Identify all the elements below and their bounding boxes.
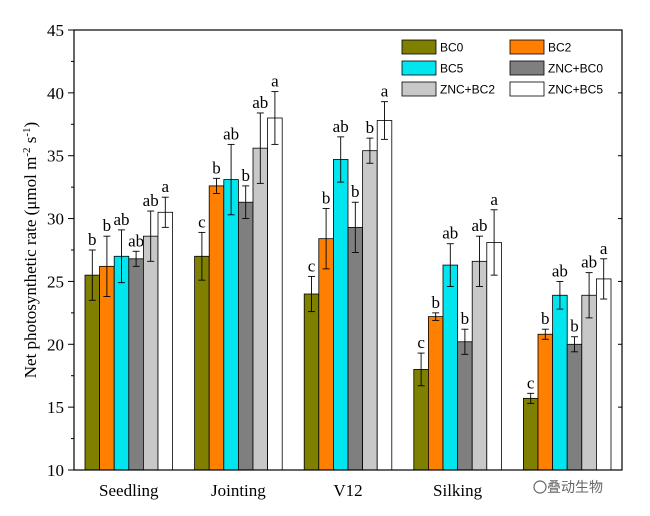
bar — [596, 278, 612, 471]
bar — [427, 316, 444, 471]
y-axis-title-exp1: -2 — [21, 147, 33, 156]
bar — [223, 179, 239, 471]
bar — [471, 260, 488, 471]
significance-label: b — [461, 309, 470, 328]
y-tick-label: 20 — [47, 335, 64, 354]
wechat-icon — [533, 480, 547, 494]
bar — [442, 264, 459, 471]
legend-label: ZNC+BC2 — [440, 83, 495, 97]
plot-frame — [73, 29, 623, 471]
bar — [523, 397, 539, 471]
bar — [332, 159, 349, 471]
y-axis-title: Net photosynthetic rate (μmol m-2 s-1) — [21, 122, 40, 378]
legend-label: ZNC+BC5 — [548, 83, 603, 97]
x-tick-labels: Seedling Jointing V12 Silking — [99, 481, 483, 500]
bar — [142, 235, 159, 471]
legend-swatch — [509, 81, 545, 97]
bar — [237, 201, 254, 471]
significance-label: ab — [252, 93, 268, 112]
significance-label: b — [88, 230, 97, 249]
bar — [194, 255, 210, 471]
bar — [208, 185, 225, 471]
bar — [84, 274, 101, 471]
legend-swatch — [509, 60, 545, 76]
significance-label: ab — [442, 224, 458, 243]
bar — [537, 333, 554, 471]
significance-label: a — [271, 72, 279, 91]
significance-label: b — [570, 317, 579, 336]
y-tick-label: 40 — [47, 84, 64, 103]
significance-label: a — [600, 239, 608, 258]
y-tick-label: 25 — [47, 272, 64, 291]
significance-label: ab — [552, 261, 568, 280]
y-tick-label: 45 — [47, 21, 64, 40]
significance-label: b — [103, 216, 112, 235]
significance-label: b — [351, 182, 360, 201]
x-tick-label: Silking — [433, 481, 483, 500]
significance-label: ab — [333, 117, 349, 136]
significance-label: ab — [471, 216, 487, 235]
bar — [457, 341, 473, 471]
bar — [303, 293, 320, 471]
bar — [318, 238, 334, 471]
y-axis-title-exp2: -1 — [21, 127, 33, 136]
legend: BC0 BC2 BC5 ZNC+BC0 ZNC+BC2 ZNC+BC5 — [401, 39, 603, 494]
y-tick-label: 10 — [47, 461, 64, 480]
legend-label: BC0 — [440, 41, 464, 55]
y-axis-title-end: ) — [21, 122, 40, 128]
watermark-text: 叠动生物 — [547, 480, 603, 496]
legend-swatch — [509, 39, 545, 55]
significance-label: c — [308, 256, 316, 275]
significance-label: c — [198, 212, 206, 231]
legend-label: ZNC+BC0 — [548, 62, 603, 76]
significance-label: c — [527, 373, 535, 392]
significance-label: a — [381, 82, 389, 101]
bar — [113, 255, 130, 471]
y-tick-label: 15 — [47, 398, 64, 417]
bar — [581, 294, 597, 471]
significance-label: ab — [128, 231, 144, 250]
significance-label: a — [490, 190, 498, 209]
bar — [362, 150, 378, 471]
error-bars-group — [88, 91, 608, 404]
significance-label: b — [322, 189, 331, 208]
bar — [267, 117, 283, 471]
bar — [157, 211, 174, 471]
significance-label: a — [162, 177, 170, 196]
x-tick-label: Seedling — [99, 481, 159, 500]
y-tick-label: 35 — [47, 147, 64, 166]
bar — [486, 242, 502, 471]
bar — [347, 226, 364, 471]
bar — [252, 147, 269, 471]
legend-label: BC5 — [440, 62, 464, 76]
x-tick-label: V12 — [333, 481, 362, 500]
legend-swatch — [401, 60, 437, 76]
x-tick-label: Jointing — [211, 481, 266, 500]
y-axis-label: Net photosynthetic rate (μmol m-2 s-1) — [21, 122, 40, 378]
bar — [552, 294, 568, 471]
y-tick-label: 30 — [47, 210, 64, 229]
bars-group — [84, 117, 612, 471]
significance-label: b — [541, 309, 550, 328]
bar — [566, 343, 583, 471]
y-axis-title-main: Net photosynthetic rate (μmol m — [21, 157, 40, 379]
bar — [128, 258, 144, 471]
legend-swatch — [401, 39, 437, 55]
axis-ticks: 10 15 20 25 30 35 40 45 — [47, 21, 622, 480]
significance-label: b — [366, 118, 375, 137]
significance-label: b — [431, 293, 440, 312]
significance-label: c — [417, 333, 425, 352]
bar — [376, 120, 393, 471]
y-axis-title-mid: s — [21, 137, 40, 148]
legend-label: BC2 — [548, 41, 572, 55]
significance-label: ab — [143, 191, 159, 210]
legend-swatch — [401, 81, 437, 97]
significance-label: b — [241, 166, 250, 185]
significance-label: ab — [113, 210, 129, 229]
significance-label: b — [212, 158, 221, 177]
significance-label: ab — [581, 253, 597, 272]
significance-label: ab — [223, 124, 239, 143]
